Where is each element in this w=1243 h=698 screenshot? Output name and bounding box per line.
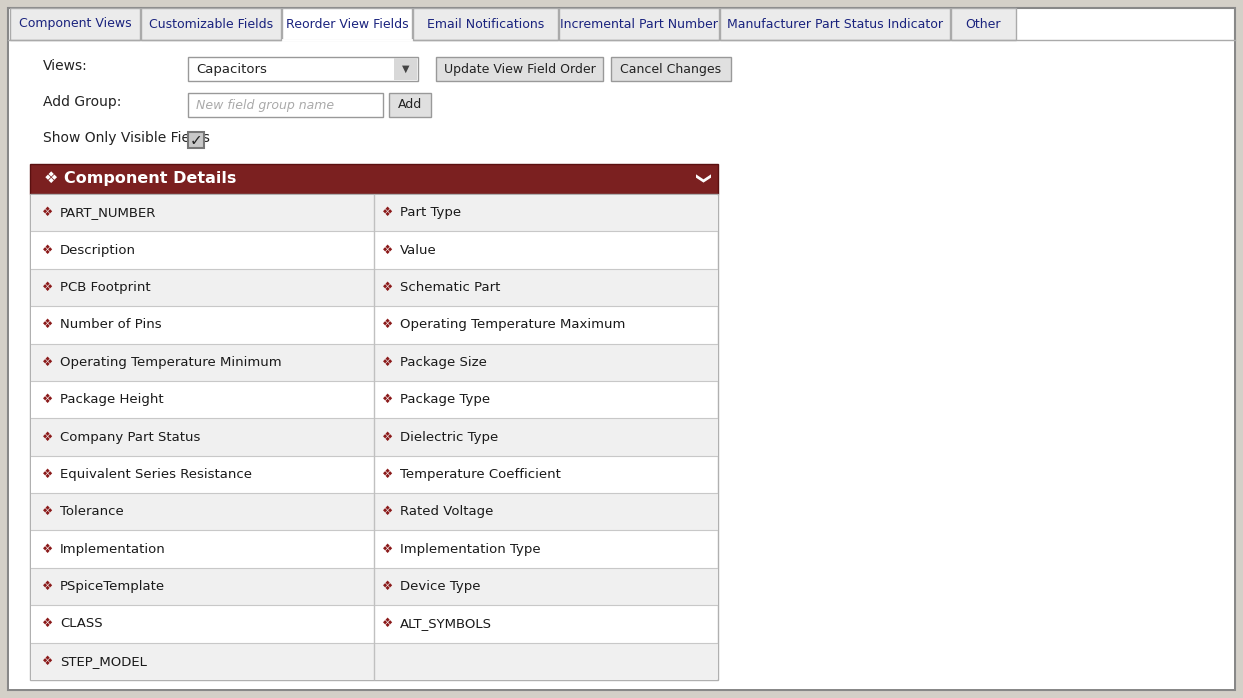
Bar [31,456,717,493]
Bar [188,132,204,148]
Text: ❖: ❖ [42,206,53,219]
Text: Value: Value [400,244,436,257]
Text: Incremental Part Number: Incremental Part Number [561,17,718,31]
Text: ❖: ❖ [42,580,53,593]
Text: ❖: ❖ [42,542,53,556]
Bar [31,231,717,269]
Bar [31,343,717,381]
Text: Operating Temperature Minimum: Operating Temperature Minimum [60,356,282,369]
Bar [30,164,718,194]
Bar [31,605,717,643]
Text: Rated Voltage: Rated Voltage [400,505,493,519]
Bar [394,58,416,80]
Text: ❖: ❖ [42,393,53,406]
Text: ▼: ▼ [403,64,410,74]
Bar [10,8,140,40]
Text: PCB Footprint: PCB Footprint [60,281,150,294]
Text: Views:: Views: [44,59,88,73]
Text: Equivalent Series Resistance: Equivalent Series Resistance [60,468,252,481]
Bar [31,530,717,568]
Text: ❖: ❖ [383,356,394,369]
Bar [188,57,418,81]
Text: Schematic Part: Schematic Part [400,281,501,294]
Text: Reorder View Fields: Reorder View Fields [286,17,408,31]
Text: Package Height: Package Height [60,393,164,406]
Bar [30,194,718,680]
Text: ❖: ❖ [42,468,53,481]
Text: ❖: ❖ [383,542,394,556]
Text: ALT_SYMBOLS: ALT_SYMBOLS [400,618,492,630]
Text: ❖: ❖ [42,505,53,519]
Text: ❖: ❖ [42,431,53,443]
Bar [612,57,731,81]
Text: ❖: ❖ [383,468,394,481]
Bar [188,93,383,117]
Text: ❖: ❖ [42,281,53,294]
Text: Dielectric Type: Dielectric Type [400,431,498,443]
Bar [559,8,718,40]
Text: Package Type: Package Type [400,393,490,406]
Bar [436,57,603,81]
Text: ❖: ❖ [383,618,394,630]
Bar [140,8,281,40]
Text: Add: Add [398,98,423,112]
Text: ❖: ❖ [383,580,394,593]
Bar [389,93,431,117]
Text: PSpiceTemplate: PSpiceTemplate [60,580,165,593]
Text: ❖: ❖ [383,431,394,443]
Text: Show Only Visible Fields: Show Only Visible Fields [44,131,210,145]
Text: Manufacturer Part Status Indicator: Manufacturer Part Status Indicator [727,17,943,31]
Bar [31,381,717,418]
Text: ❖: ❖ [42,655,53,668]
Text: Operating Temperature Maximum: Operating Temperature Maximum [400,318,625,332]
Bar [413,8,558,40]
Text: ❖: ❖ [383,244,394,257]
Bar [282,8,411,40]
Text: Package Size: Package Size [400,356,487,369]
Text: Capacitors: Capacitors [196,63,267,75]
Bar [31,195,717,231]
Bar [31,568,717,605]
Text: ✓: ✓ [190,133,203,149]
Text: ❖: ❖ [383,281,394,294]
Text: Add Group:: Add Group: [44,95,122,109]
Text: Other: Other [966,17,1002,31]
Text: ❖: ❖ [42,356,53,369]
Text: Implementation Type: Implementation Type [400,542,541,556]
Text: Device Type: Device Type [400,580,481,593]
Text: Part Type: Part Type [400,206,461,219]
Text: ❖: ❖ [42,618,53,630]
Text: Update View Field Order: Update View Field Order [444,63,595,75]
Text: Component Views: Component Views [19,17,132,31]
Text: Implementation: Implementation [60,542,165,556]
Text: ❖: ❖ [42,244,53,257]
Text: ❖ Component Details: ❖ Component Details [44,172,236,186]
Text: Temperature Coefficient: Temperature Coefficient [400,468,561,481]
Text: Customizable Fields: Customizable Fields [149,17,273,31]
Bar [31,306,717,343]
Text: PART_NUMBER: PART_NUMBER [60,206,157,219]
Bar [31,269,717,306]
Text: ❖: ❖ [383,206,394,219]
Text: Email Notifications: Email Notifications [426,17,544,31]
Text: CLASS: CLASS [60,618,103,630]
Bar [31,493,717,530]
Text: ❖: ❖ [383,318,394,332]
Bar [31,418,717,456]
Bar [31,643,717,680]
Text: Cancel Changes: Cancel Changes [620,63,722,75]
Text: Number of Pins: Number of Pins [60,318,162,332]
Bar [720,8,950,40]
Text: Description: Description [60,244,135,257]
Bar [951,8,1016,40]
Text: Company Part Status: Company Part Status [60,431,200,443]
Text: ❖: ❖ [42,318,53,332]
Text: ❖: ❖ [383,393,394,406]
Text: Tolerance: Tolerance [60,505,124,519]
Text: New field group name: New field group name [196,98,334,112]
Text: STEP_MODEL: STEP_MODEL [60,655,147,668]
Text: ❖: ❖ [383,505,394,519]
Text: ❯: ❯ [692,172,707,186]
